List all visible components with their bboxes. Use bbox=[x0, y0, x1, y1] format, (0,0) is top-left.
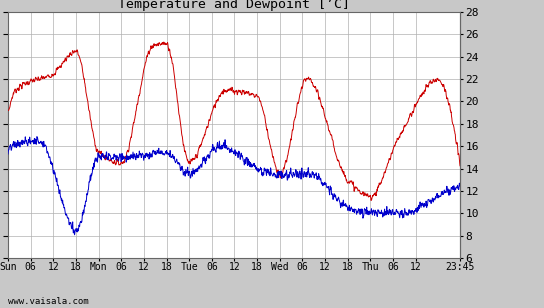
Text: www.vaisala.com: www.vaisala.com bbox=[8, 298, 89, 306]
Title: Temperature and Dewpoint [’C]: Temperature and Dewpoint [’C] bbox=[118, 0, 350, 11]
